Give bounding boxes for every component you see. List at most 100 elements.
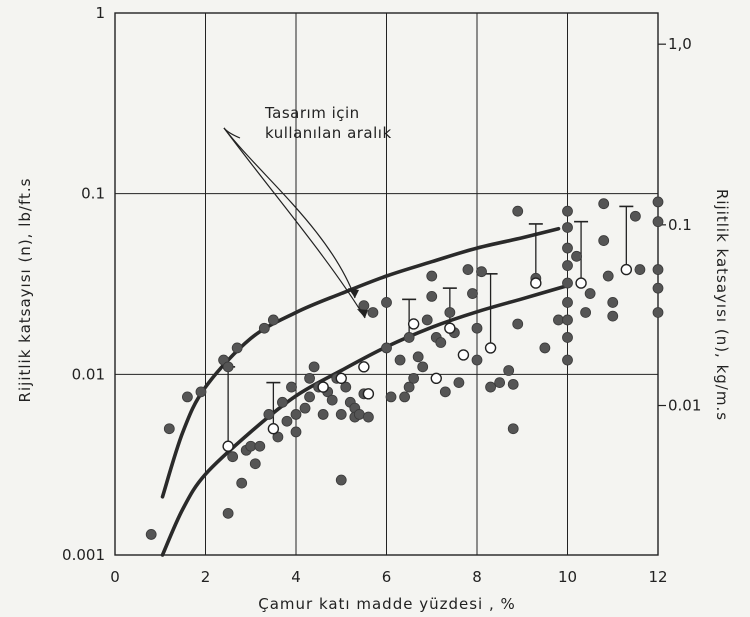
data-point-filled [299,402,311,414]
data-point-filled [417,361,429,373]
data-point-filled [553,314,564,326]
data-point-filled [408,372,420,384]
data-point-open [222,440,234,452]
data-point-filled [335,409,347,420]
data-point-filled [476,266,487,278]
data-point-filled [602,270,614,282]
data-point-filled [512,318,524,330]
data-point-filled [258,322,270,334]
data-point-filled [286,381,297,393]
data-point-filled [467,288,478,299]
left-y-tick-label: 0.001 [62,546,105,564]
data-point-filled [652,196,664,208]
data-point-filled [236,477,248,489]
right-y-tick-label: 0.1 [668,216,692,234]
data-point-filled [263,409,275,420]
data-point-filled [453,377,465,389]
x-tick-label: 0 [110,568,120,586]
data-point-filled [598,198,610,210]
data-point-filled [181,391,193,403]
annotation: Tasarım için kullanılan aralık [223,104,391,319]
data-point-filled [317,409,329,420]
data-point-filled [634,264,646,275]
data-point-open [575,277,587,289]
x-tick-label: 8 [472,568,482,586]
data-point-filled [426,270,438,282]
data-point-filled [439,386,451,398]
data-point-open [362,388,375,400]
right-y-tick-label: 0.01 [668,397,701,415]
data-point-open [457,349,470,361]
data-point-filled [652,216,664,228]
x-tick-label: 12 [648,568,667,586]
data-point-filled [163,423,175,435]
data-point-filled [254,440,266,452]
x-tick-label: 10 [558,568,577,586]
data-point-filled [381,297,392,308]
data-point-filled [281,415,293,427]
data-point-filled [403,381,415,393]
y-axis-title-left: Rijitlik katsayısı (n), lb/ft.s [16,178,34,403]
data-point-filled [562,260,573,271]
data-point-filled [562,222,573,233]
annotation-arrowhead-1 [348,288,359,298]
data-point-filled [652,282,664,294]
data-point-open [444,322,456,334]
data-point-filled [277,396,288,408]
data-point-filled [394,354,406,366]
right-y-tick-label: 1,0 [668,35,692,53]
x-tick-label: 6 [382,568,392,586]
left-y-tick-label: 0.01 [72,365,105,383]
data-point-open [335,372,347,385]
data-point-filled [267,314,279,326]
data-point-filled [353,409,365,420]
data-point-open [530,277,542,289]
data-points [145,196,664,540]
design-curve [160,226,561,499]
annotation-arrow-1 [223,127,356,299]
data-point-filled [358,300,370,312]
data-point-filled [652,264,664,275]
annotation-arrowhead-2 [357,309,368,318]
annotation-line-1: Tasarım için [264,104,360,122]
data-point-filled [562,205,573,217]
data-point-filled [335,474,347,486]
data-point-filled [435,337,447,348]
data-point-filled [381,342,392,354]
data-point-filled [503,365,515,376]
data-point-open [267,423,280,435]
data-point-filled [507,378,519,390]
data-point-filled [571,250,582,262]
data-point-filled [222,361,234,373]
data-point-filled [367,307,379,318]
data-point-filled [607,310,619,322]
data-point-filled [304,391,315,403]
annotation-arrow-2 [223,127,366,319]
data-point-filled [340,381,352,393]
data-point-filled [562,314,573,326]
data-point-filled [304,372,315,384]
data-point-filled [403,332,415,343]
data-point-filled [471,322,483,334]
data-point-filled [421,314,433,326]
data-point-filled [290,409,302,420]
data-point-open [317,381,329,393]
data-point-open [358,361,370,373]
data-point-filled [326,394,338,406]
data-point-filled [145,529,157,540]
data-point-filled [227,451,239,463]
left-y-tick-label: 0.1 [81,185,105,203]
data-point-filled [222,507,234,519]
x-tick-labels: 0 2 4 6 8 10 12 [110,568,667,586]
data-point-filled [562,354,573,366]
data-point-filled [485,381,496,393]
data-point-filled [249,458,261,470]
data-point-filled [471,354,483,366]
data-point-filled [580,307,591,318]
data-point-filled [245,440,257,452]
data-point-filled [290,426,302,438]
left-y-tick-labels: 0.001 0.01 0.1 1 [62,4,105,564]
data-point-filled [562,277,573,289]
data-point-filled [562,242,573,254]
